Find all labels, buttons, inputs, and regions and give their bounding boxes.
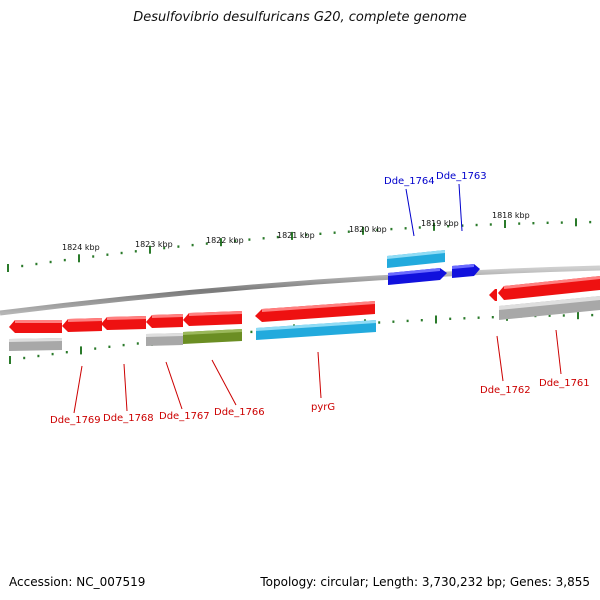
- gene-dde-1768[interactable]: [62, 318, 102, 332]
- gene-label-dde-1764[interactable]: Dde_1764: [384, 176, 435, 187]
- tick-label-1819: 1819 kbp: [421, 219, 459, 228]
- gene-label-dde-1761[interactable]: Dde_1761: [539, 378, 590, 389]
- tick-label-1822: 1822 kbp: [206, 236, 244, 245]
- accession-text: Accession: NC_007519: [9, 575, 146, 589]
- leader-dde-1767: [165, 361, 183, 410]
- gene-dde-1769[interactable]: [9, 320, 62, 333]
- gene-features: [9, 250, 600, 351]
- leader-dde-1769: [73, 365, 83, 414]
- gene-label-dde-1763[interactable]: Dde_1763: [436, 171, 487, 182]
- gene-label-dde-1766[interactable]: Dde_1766: [214, 407, 265, 418]
- map-title: Desulfovibrio desulfuricans G20, complet…: [133, 10, 467, 25]
- gene-label-dde-1769[interactable]: Dde_1769: [50, 415, 101, 426]
- gene-red-small-right[interactable]: [489, 289, 497, 301]
- leader-dde-1766: [211, 359, 237, 406]
- genome-backbone: [0, 265, 600, 316]
- leader-dde-1768: [123, 363, 128, 412]
- leader-dde-1761: [555, 329, 562, 375]
- leader-dde-1762: [496, 335, 504, 382]
- tick-label-1824: 1824 kbp: [62, 243, 100, 252]
- gene-dde-1767[interactable]: [101, 316, 146, 330]
- leader-pyrg: [317, 351, 322, 399]
- gene-olive[interactable]: [183, 329, 242, 344]
- gene-label-dde-1768[interactable]: Dde_1768: [103, 413, 154, 424]
- gene-dde-1762[interactable]: [498, 276, 600, 300]
- label-leaders: [73, 183, 562, 414]
- tick-label-1821: 1821 kbp: [277, 231, 315, 240]
- gene-gray-left[interactable]: [9, 338, 62, 351]
- tick-label-1823: 1823 kbp: [135, 240, 173, 249]
- gene-label-pyrg[interactable]: pyrG: [311, 402, 335, 413]
- leader-dde-1764: [405, 188, 415, 237]
- gene-cyan-upper[interactable]: [387, 250, 445, 268]
- tick-label-1818: 1818 kbp: [492, 211, 530, 220]
- gene-gray-right[interactable]: [499, 296, 600, 320]
- leader-dde-1763: [458, 183, 463, 232]
- gene-red-1765[interactable]: [183, 311, 242, 326]
- gene-dde-1763[interactable]: [452, 264, 480, 278]
- gene-gray-middle[interactable]: [146, 333, 183, 346]
- gene-dde-1764[interactable]: [388, 268, 447, 285]
- gene-cyan-pyrg-row[interactable]: [256, 320, 376, 340]
- topology-text: Topology: circular; Length: 3,730,232 bp…: [260, 575, 590, 589]
- tick-label-1820: 1820 kbp: [349, 225, 387, 234]
- gene-label-dde-1762[interactable]: Dde_1762: [480, 385, 531, 396]
- gene-dde-1766[interactable]: [146, 314, 183, 328]
- gene-pyrg[interactable]: [255, 301, 375, 322]
- tick-row-upper: [7, 218, 592, 272]
- gene-label-dde-1767[interactable]: Dde_1767: [159, 411, 210, 422]
